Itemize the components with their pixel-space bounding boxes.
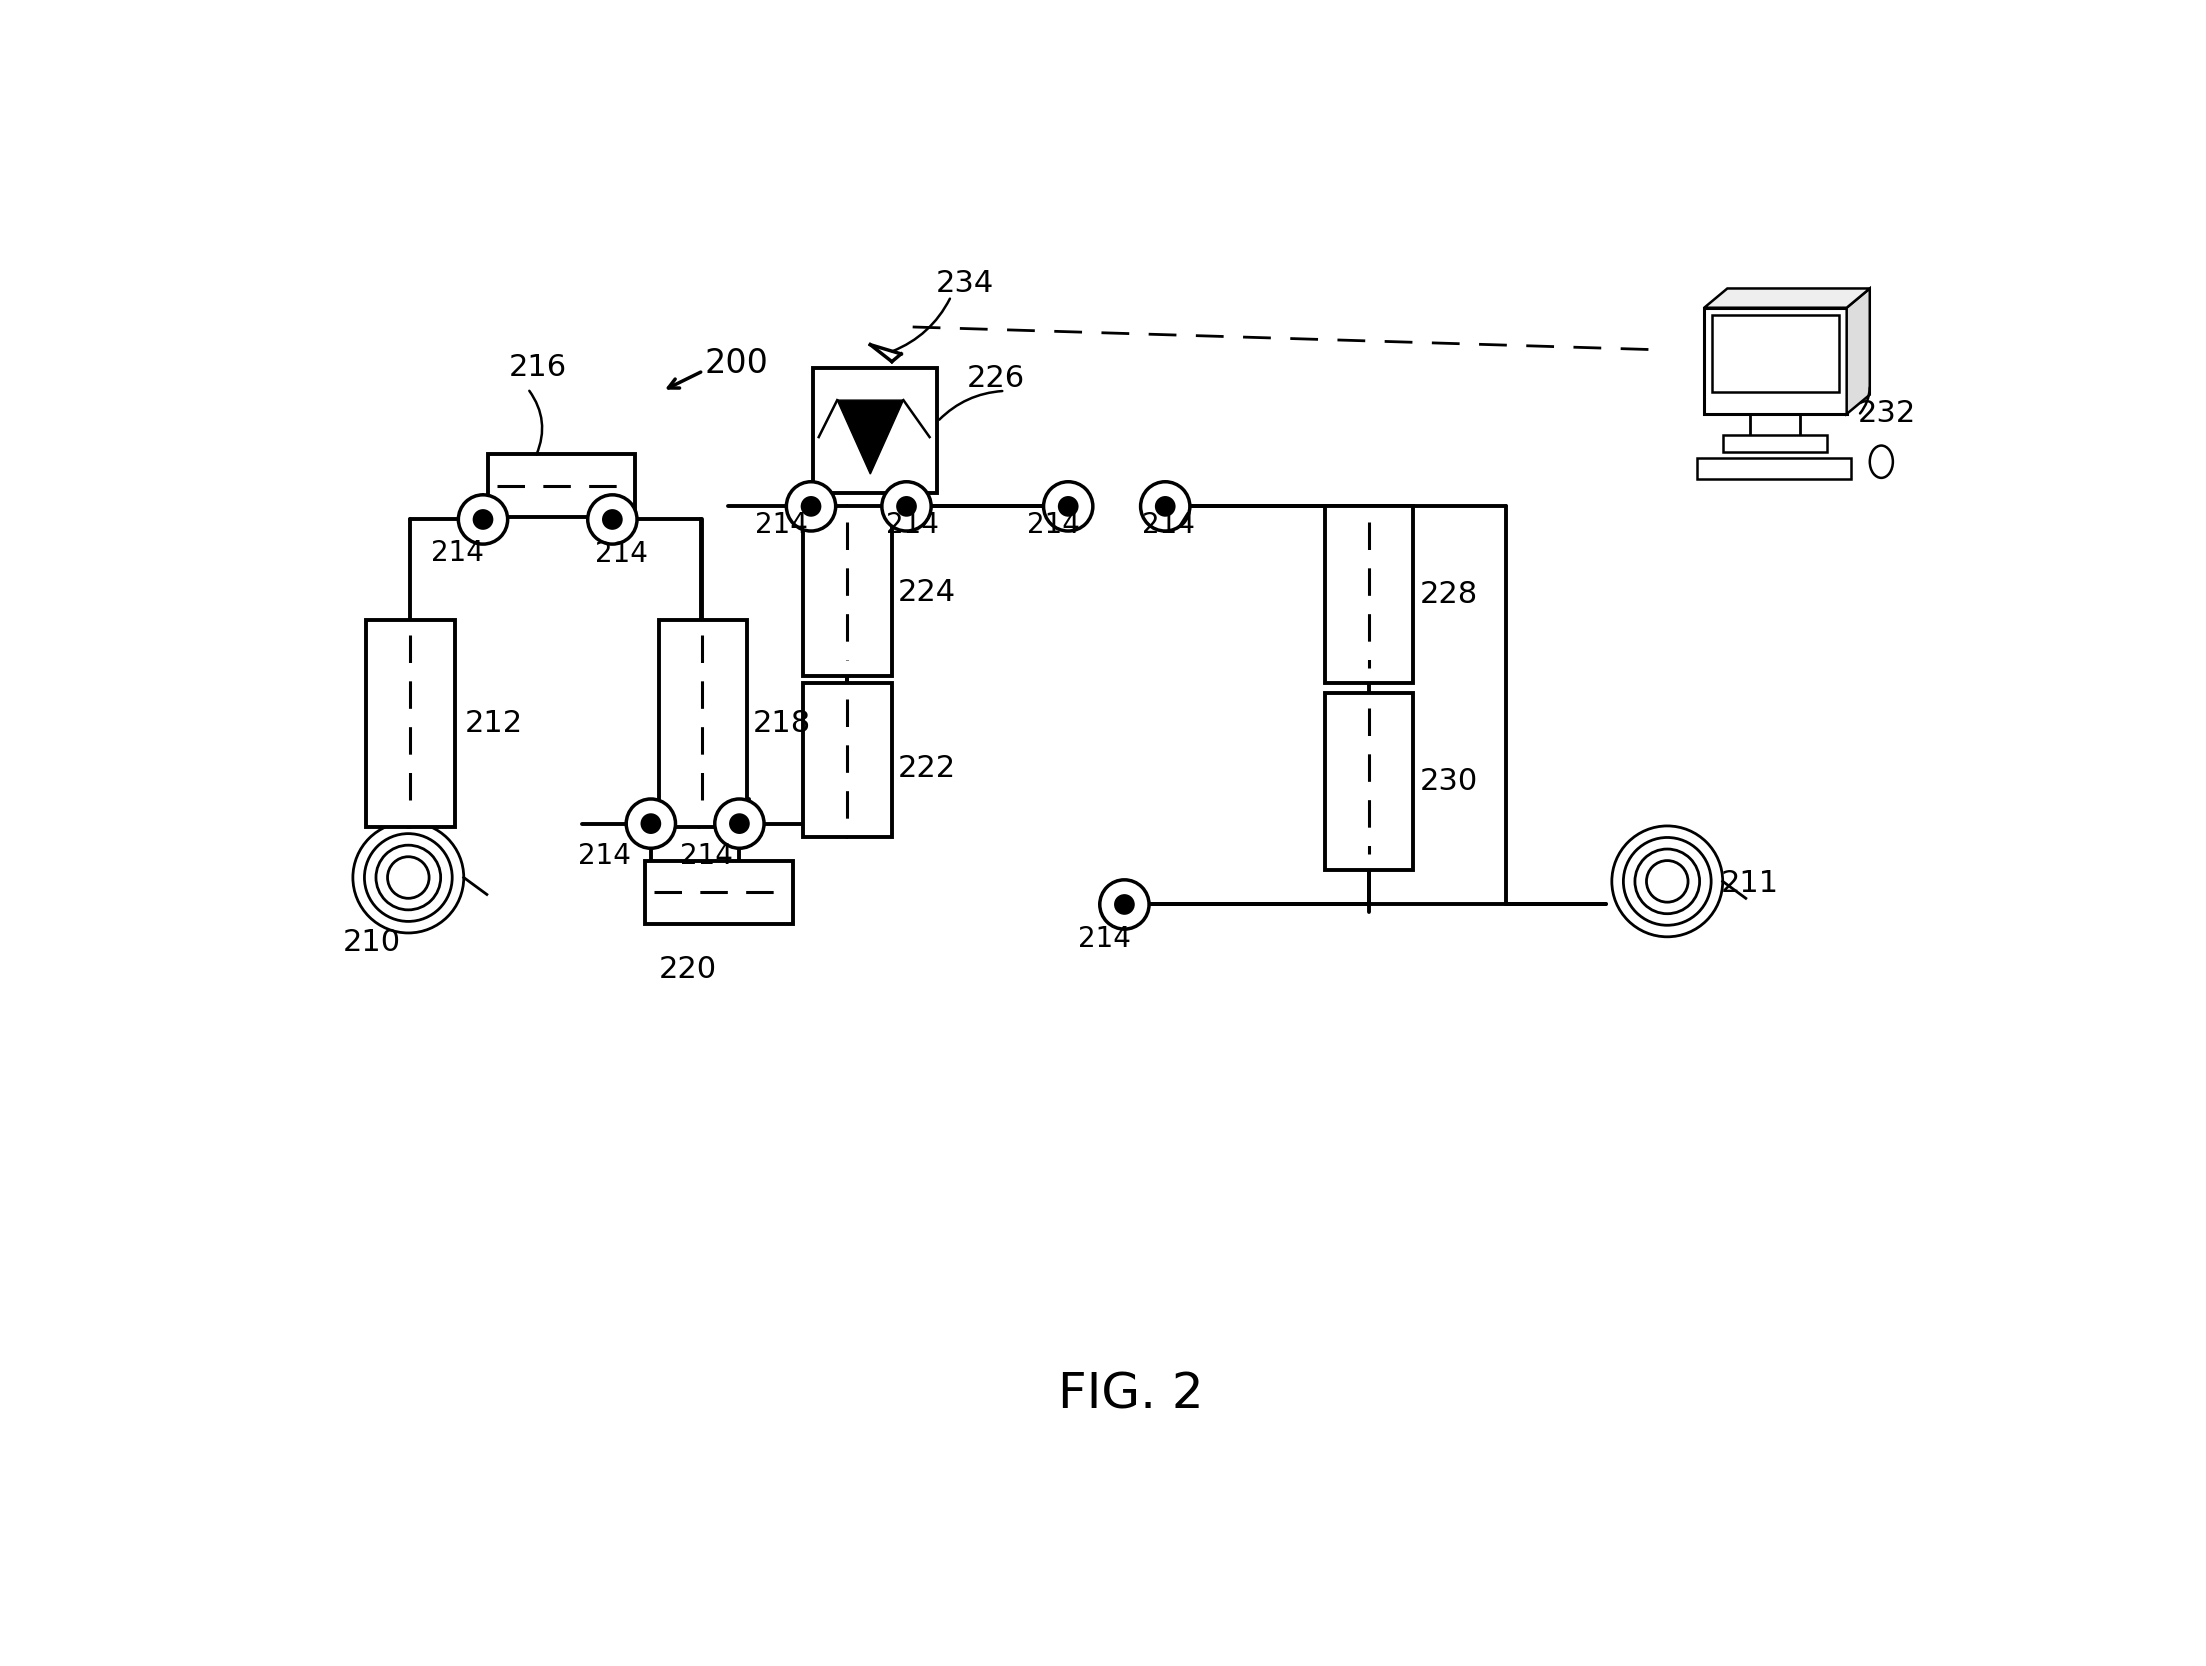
Text: 222: 222 xyxy=(898,753,955,783)
Text: 200: 200 xyxy=(704,347,768,380)
Circle shape xyxy=(896,496,918,516)
Bar xyxy=(1712,315,1840,393)
Bar xyxy=(1705,308,1846,413)
Bar xyxy=(1324,506,1414,683)
Circle shape xyxy=(587,495,638,545)
Polygon shape xyxy=(838,400,904,475)
Text: 226: 226 xyxy=(966,365,1026,393)
Text: 214: 214 xyxy=(596,540,649,568)
Text: 230: 230 xyxy=(1418,766,1478,796)
Bar xyxy=(1723,435,1827,451)
Text: 214: 214 xyxy=(1026,511,1079,538)
Text: 214: 214 xyxy=(887,511,938,538)
Text: 212: 212 xyxy=(465,710,523,738)
Polygon shape xyxy=(1705,288,1871,308)
Bar xyxy=(803,506,891,676)
Text: 211: 211 xyxy=(1721,870,1780,898)
Bar xyxy=(1696,458,1851,480)
Ellipse shape xyxy=(1871,445,1893,478)
Text: 228: 228 xyxy=(1418,580,1478,610)
Circle shape xyxy=(459,495,507,545)
Circle shape xyxy=(715,800,763,848)
Bar xyxy=(366,620,454,828)
Circle shape xyxy=(1043,481,1092,531)
Circle shape xyxy=(801,496,821,516)
Circle shape xyxy=(1114,895,1134,915)
Text: 214: 214 xyxy=(432,538,485,566)
Circle shape xyxy=(728,813,750,835)
Text: 214: 214 xyxy=(679,841,732,870)
Circle shape xyxy=(882,481,931,531)
Circle shape xyxy=(1101,880,1149,930)
Text: 214: 214 xyxy=(1079,925,1132,953)
Text: 224: 224 xyxy=(898,578,955,606)
Circle shape xyxy=(640,813,662,835)
Circle shape xyxy=(1141,481,1189,531)
Bar xyxy=(488,455,635,516)
Text: 216: 216 xyxy=(507,353,567,382)
Polygon shape xyxy=(1846,288,1871,413)
Text: 210: 210 xyxy=(342,928,401,958)
Circle shape xyxy=(785,481,836,531)
Text: 220: 220 xyxy=(660,955,717,985)
Text: 214: 214 xyxy=(754,511,807,538)
Circle shape xyxy=(1156,496,1176,516)
Circle shape xyxy=(627,800,675,848)
Circle shape xyxy=(602,510,622,530)
Text: 218: 218 xyxy=(752,710,812,738)
Bar xyxy=(803,683,891,838)
Bar xyxy=(812,368,938,493)
Text: 214: 214 xyxy=(1143,511,1196,538)
Circle shape xyxy=(472,510,494,530)
Text: 214: 214 xyxy=(578,841,631,870)
Circle shape xyxy=(1059,496,1079,516)
Text: FIG. 2: FIG. 2 xyxy=(1057,1369,1204,1418)
Bar xyxy=(644,861,792,923)
Text: 232: 232 xyxy=(1857,400,1917,428)
Text: 234: 234 xyxy=(935,268,995,298)
Bar xyxy=(1324,693,1414,870)
Bar xyxy=(660,620,748,828)
